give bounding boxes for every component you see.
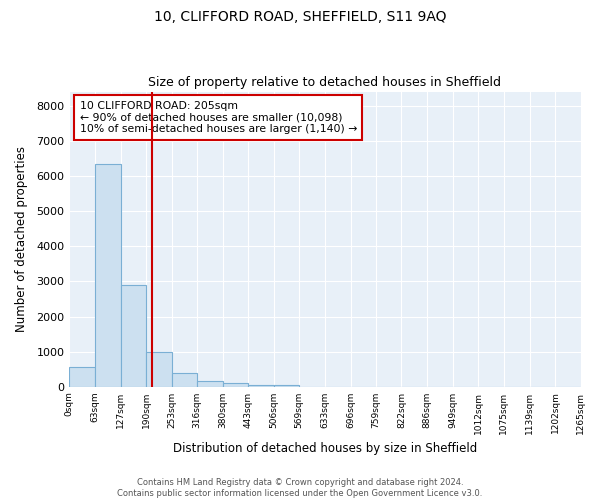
Bar (121, 285, 146, 386)
Bar (172, 374, 197, 386)
Bar (248, 384, 274, 386)
Text: 10, CLIFFORD ROAD, SHEFFIELD, S11 9AQ: 10, CLIFFORD ROAD, SHEFFIELD, S11 9AQ (154, 10, 446, 24)
X-axis label: Distribution of detached houses by size in Sheffield: Distribution of detached houses by size … (173, 442, 477, 455)
Bar (95, 164, 121, 386)
Bar (70, 368, 95, 386)
Bar (146, 352, 172, 386)
Bar (274, 385, 299, 386)
Title: Size of property relative to detached houses in Sheffield: Size of property relative to detached ho… (148, 76, 502, 90)
Text: 10 CLIFFORD ROAD: 205sqm
← 90% of detached houses are smaller (10,098)
10% of se: 10 CLIFFORD ROAD: 205sqm ← 90% of detach… (80, 101, 357, 134)
Text: Contains HM Land Registry data © Crown copyright and database right 2024.
Contai: Contains HM Land Registry data © Crown c… (118, 478, 482, 498)
Bar (223, 383, 248, 386)
Bar (197, 381, 223, 386)
Y-axis label: Number of detached properties: Number of detached properties (15, 146, 28, 332)
